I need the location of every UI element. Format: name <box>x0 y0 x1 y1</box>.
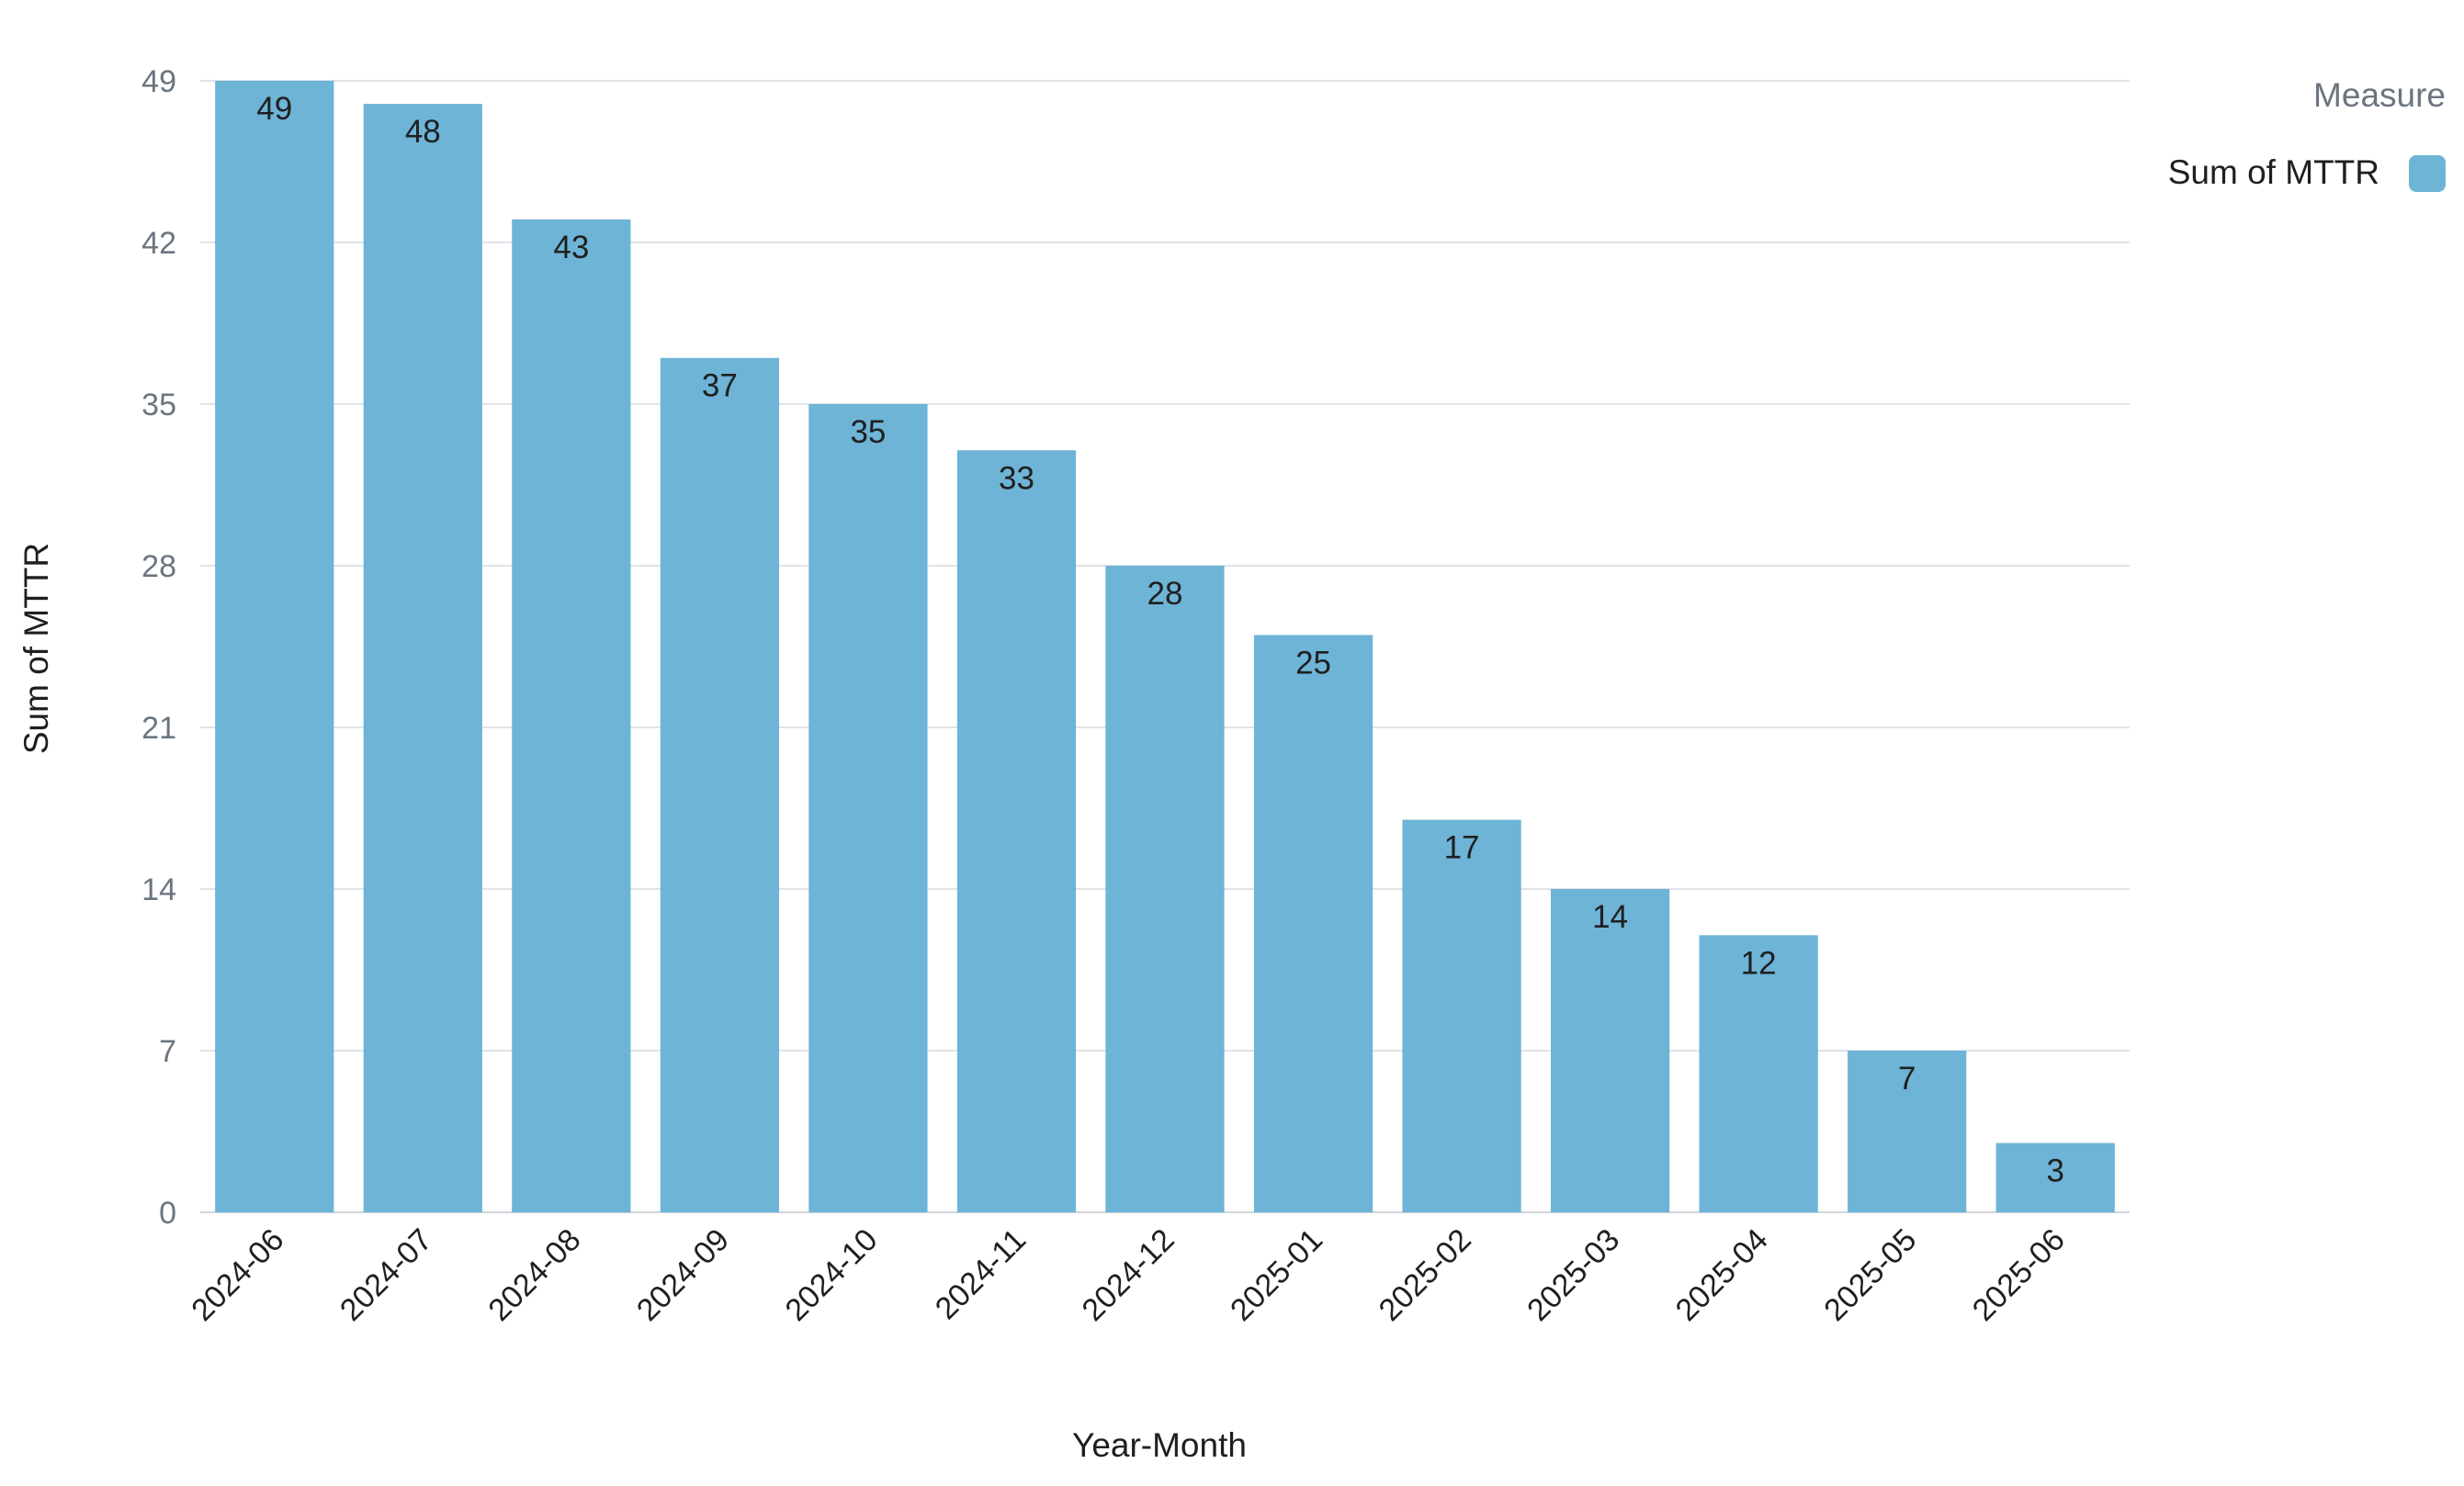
data-label: 14 <box>1592 899 1628 935</box>
legend-title: Measure <box>2313 76 2446 114</box>
x-tick-label: 2024-10 <box>778 1222 884 1328</box>
y-tick-label: 42 <box>141 226 176 261</box>
bar[interactable] <box>1402 819 1521 1212</box>
data-label: 3 <box>2046 1154 2063 1189</box>
bar[interactable] <box>1995 1143 2115 1212</box>
bar[interactable] <box>1848 1051 1967 1212</box>
data-label: 28 <box>1147 576 1183 612</box>
bar[interactable] <box>1551 889 1670 1212</box>
x-tick-label: 2025-06 <box>1966 1222 2072 1328</box>
legend[interactable]: Measure Sum of MTTR <box>2168 76 2446 192</box>
x-tick-label: 2024-11 <box>929 1222 1033 1326</box>
y-tick-label: 35 <box>141 388 176 422</box>
x-tick-label: 2024-09 <box>630 1222 736 1328</box>
bar[interactable] <box>215 81 334 1212</box>
data-label: 33 <box>999 460 1034 496</box>
bar[interactable] <box>956 450 1077 1212</box>
x-tick-label: 2025-04 <box>1669 1222 1775 1328</box>
bar[interactable] <box>808 404 928 1212</box>
data-label: 7 <box>1898 1061 1916 1097</box>
x-axis-title: Year-Month <box>1072 1426 1247 1464</box>
data-label: 43 <box>553 230 589 265</box>
data-label: 48 <box>405 114 441 150</box>
x-tick-label: 2024-12 <box>1076 1222 1181 1328</box>
y-tick-label: 14 <box>141 872 176 907</box>
data-labels: 49 48 43 37 35 33 28 25 17 14 12 7 3 <box>256 91 2064 1189</box>
bar[interactable] <box>512 219 631 1212</box>
legend-swatch <box>2409 155 2446 192</box>
y-axis-ticks: 0 7 14 21 28 35 42 49 <box>141 64 176 1231</box>
y-tick-label: 28 <box>141 549 176 584</box>
y-tick-label: 21 <box>141 711 176 746</box>
bar[interactable] <box>1105 566 1225 1212</box>
bar[interactable] <box>1253 635 1373 1212</box>
x-axis-ticks: 2024-06 2024-07 2024-08 2024-09 2024-10 2024-… <box>185 1222 2072 1328</box>
x-tick-label: 2025-03 <box>1520 1222 1626 1328</box>
y-tick-label: 0 <box>159 1196 176 1231</box>
bar[interactable] <box>1699 935 1818 1212</box>
legend-label: Sum of MTTR <box>2168 153 2379 191</box>
bar[interactable] <box>660 357 779 1212</box>
bar[interactable] <box>363 104 482 1213</box>
y-tick-label: 49 <box>141 64 176 99</box>
x-tick-label: 2025-02 <box>1373 1222 1478 1328</box>
bars <box>215 81 2115 1213</box>
x-tick-label: 2024-07 <box>333 1222 439 1328</box>
data-label: 17 <box>1444 830 1480 866</box>
data-label: 35 <box>850 414 886 450</box>
data-label: 49 <box>256 91 292 127</box>
x-tick-label: 2024-08 <box>481 1222 587 1328</box>
data-label: 37 <box>702 368 738 404</box>
y-tick-label: 7 <box>159 1034 176 1069</box>
x-tick-label: 2025-01 <box>1224 1222 1329 1328</box>
y-axis-title: Sum of MTTR <box>17 543 55 754</box>
data-label: 12 <box>1741 945 1777 981</box>
x-tick-label: 2024-06 <box>185 1222 290 1328</box>
x-tick-label: 2025-05 <box>1817 1222 1923 1328</box>
data-label: 25 <box>1295 645 1331 681</box>
